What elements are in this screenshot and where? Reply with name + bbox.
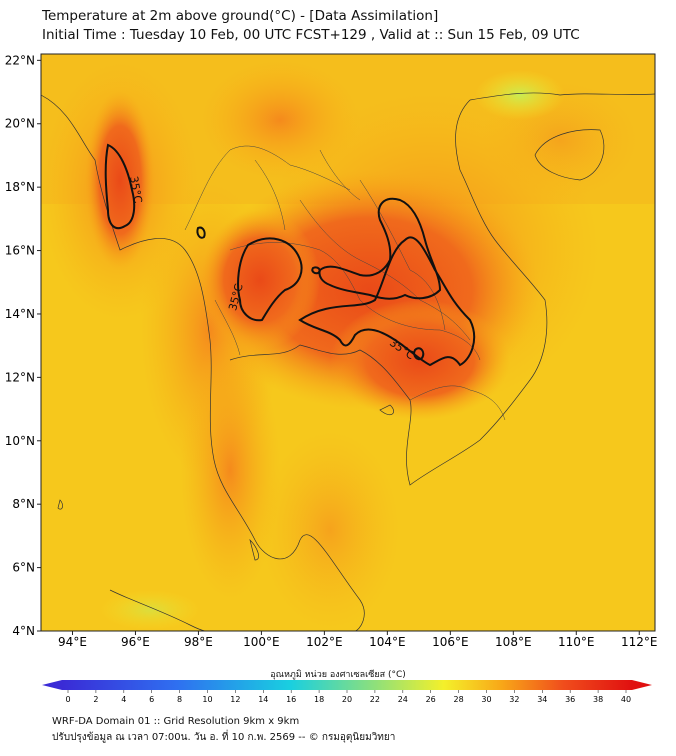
colorbar-tick-label: 32 xyxy=(509,695,519,704)
lon-tick-label: 104°E xyxy=(369,635,406,649)
lon-tick-label: 110°E xyxy=(558,635,595,649)
colorbar-tick-label: 6 xyxy=(149,695,154,704)
colorbar-tick-label: 22 xyxy=(370,695,380,704)
contour-35c xyxy=(104,143,476,367)
colorbar-tick-label: 26 xyxy=(426,695,436,704)
colorbar-title: อุณหภูมิ หน่วย องศาเซลเซียส (°C) xyxy=(270,670,406,680)
lat-tick-label: 22°N xyxy=(5,53,35,67)
country-borders xyxy=(184,145,506,421)
colorbar-min-arrow xyxy=(42,680,62,690)
lat-tick-label: 14°N xyxy=(5,307,35,321)
map-subtitle: Initial Time : Tuesday 10 Feb, 00 UTC FC… xyxy=(42,27,580,43)
coastlines xyxy=(41,92,655,631)
lat-tick-label: 6°N xyxy=(12,561,35,575)
colorbar-ramp xyxy=(62,680,632,690)
colorbar-tick-label: 24 xyxy=(398,695,408,704)
colorbar-tick-label: 16 xyxy=(286,695,296,704)
lat-tick-label: 10°N xyxy=(5,434,35,448)
contour-labels: 35°C35°C35°C xyxy=(127,175,417,362)
map-frame xyxy=(40,53,656,632)
contour-label: 35°C xyxy=(127,175,145,204)
lat-tick-label: 12°N xyxy=(5,370,35,384)
colorbar-tick-label: 30 xyxy=(481,695,491,704)
footer-model-info: WRF-DA Domain 01 :: Grid Resolution 9km … xyxy=(52,716,300,727)
colorbar-tick-label: 10 xyxy=(202,695,212,704)
lon-tick-label: 102°E xyxy=(306,635,343,649)
colorbar-max-arrow xyxy=(632,680,652,690)
footer-update-info: ปรับปรุงข้อมูล ณ เวลา 07:00น. วัน อ. ที่… xyxy=(52,732,396,743)
lon-tick-label: 98°E xyxy=(184,635,213,649)
map-title: Temperature at 2m above ground(°C) - [Da… xyxy=(42,8,439,24)
colorbar-tick-label: 8 xyxy=(177,695,182,704)
lon-tick-label: 108°E xyxy=(495,635,532,649)
lon-tick-label: 94°E xyxy=(58,635,87,649)
latitude-axis: 22°N 20°N 18°N 16°N 14°N 12°N 10°N 8°N 6°N 4°N xyxy=(5,53,41,638)
colorbar-tick-label: 12 xyxy=(230,695,240,704)
colorbar-tick-label: 14 xyxy=(258,695,268,704)
lon-tick-label: 100°E xyxy=(243,635,280,649)
colorbar-tick-label: 40 xyxy=(621,695,631,704)
lon-tick-label: 112°E xyxy=(621,635,658,649)
colorbar-tick-label: 0 xyxy=(65,695,70,704)
colorbar-tick-label: 18 xyxy=(314,695,324,704)
colorbar-tick-label: 4 xyxy=(121,695,126,704)
temperature-field xyxy=(41,54,655,631)
lon-tick-label: 96°E xyxy=(121,635,150,649)
colorbar-tick-label: 36 xyxy=(565,695,575,704)
lat-tick-label: 20°N xyxy=(5,117,35,131)
colorbar-ticks: 0 2 4 6 8 10 12 14 16 18 20 22 24 26 28 30 32 34 36 38 40 xyxy=(65,690,631,704)
longitude-axis: 94°E 96°E 98°E 100°E 102°E 104°E 106°E 108°E 110… xyxy=(58,631,658,649)
lat-tick-label: 4°N xyxy=(12,624,35,638)
colorbar-tick-label: 38 xyxy=(593,695,603,704)
colorbar-tick-label: 34 xyxy=(537,695,547,704)
lat-tick-label: 8°N xyxy=(12,497,35,511)
colorbar-tick-label: 20 xyxy=(342,695,352,704)
lat-tick-label: 18°N xyxy=(5,180,35,194)
colorbar: 0 2 4 6 8 10 12 14 16 18 20 22 24 26 28 30 32 34 36 38 40 xyxy=(42,680,652,704)
lat-tick-label: 16°N xyxy=(5,244,35,258)
colorbar-tick-label: 28 xyxy=(454,695,464,704)
lon-tick-label: 106°E xyxy=(432,635,469,649)
colorbar-tick-label: 2 xyxy=(93,695,98,704)
